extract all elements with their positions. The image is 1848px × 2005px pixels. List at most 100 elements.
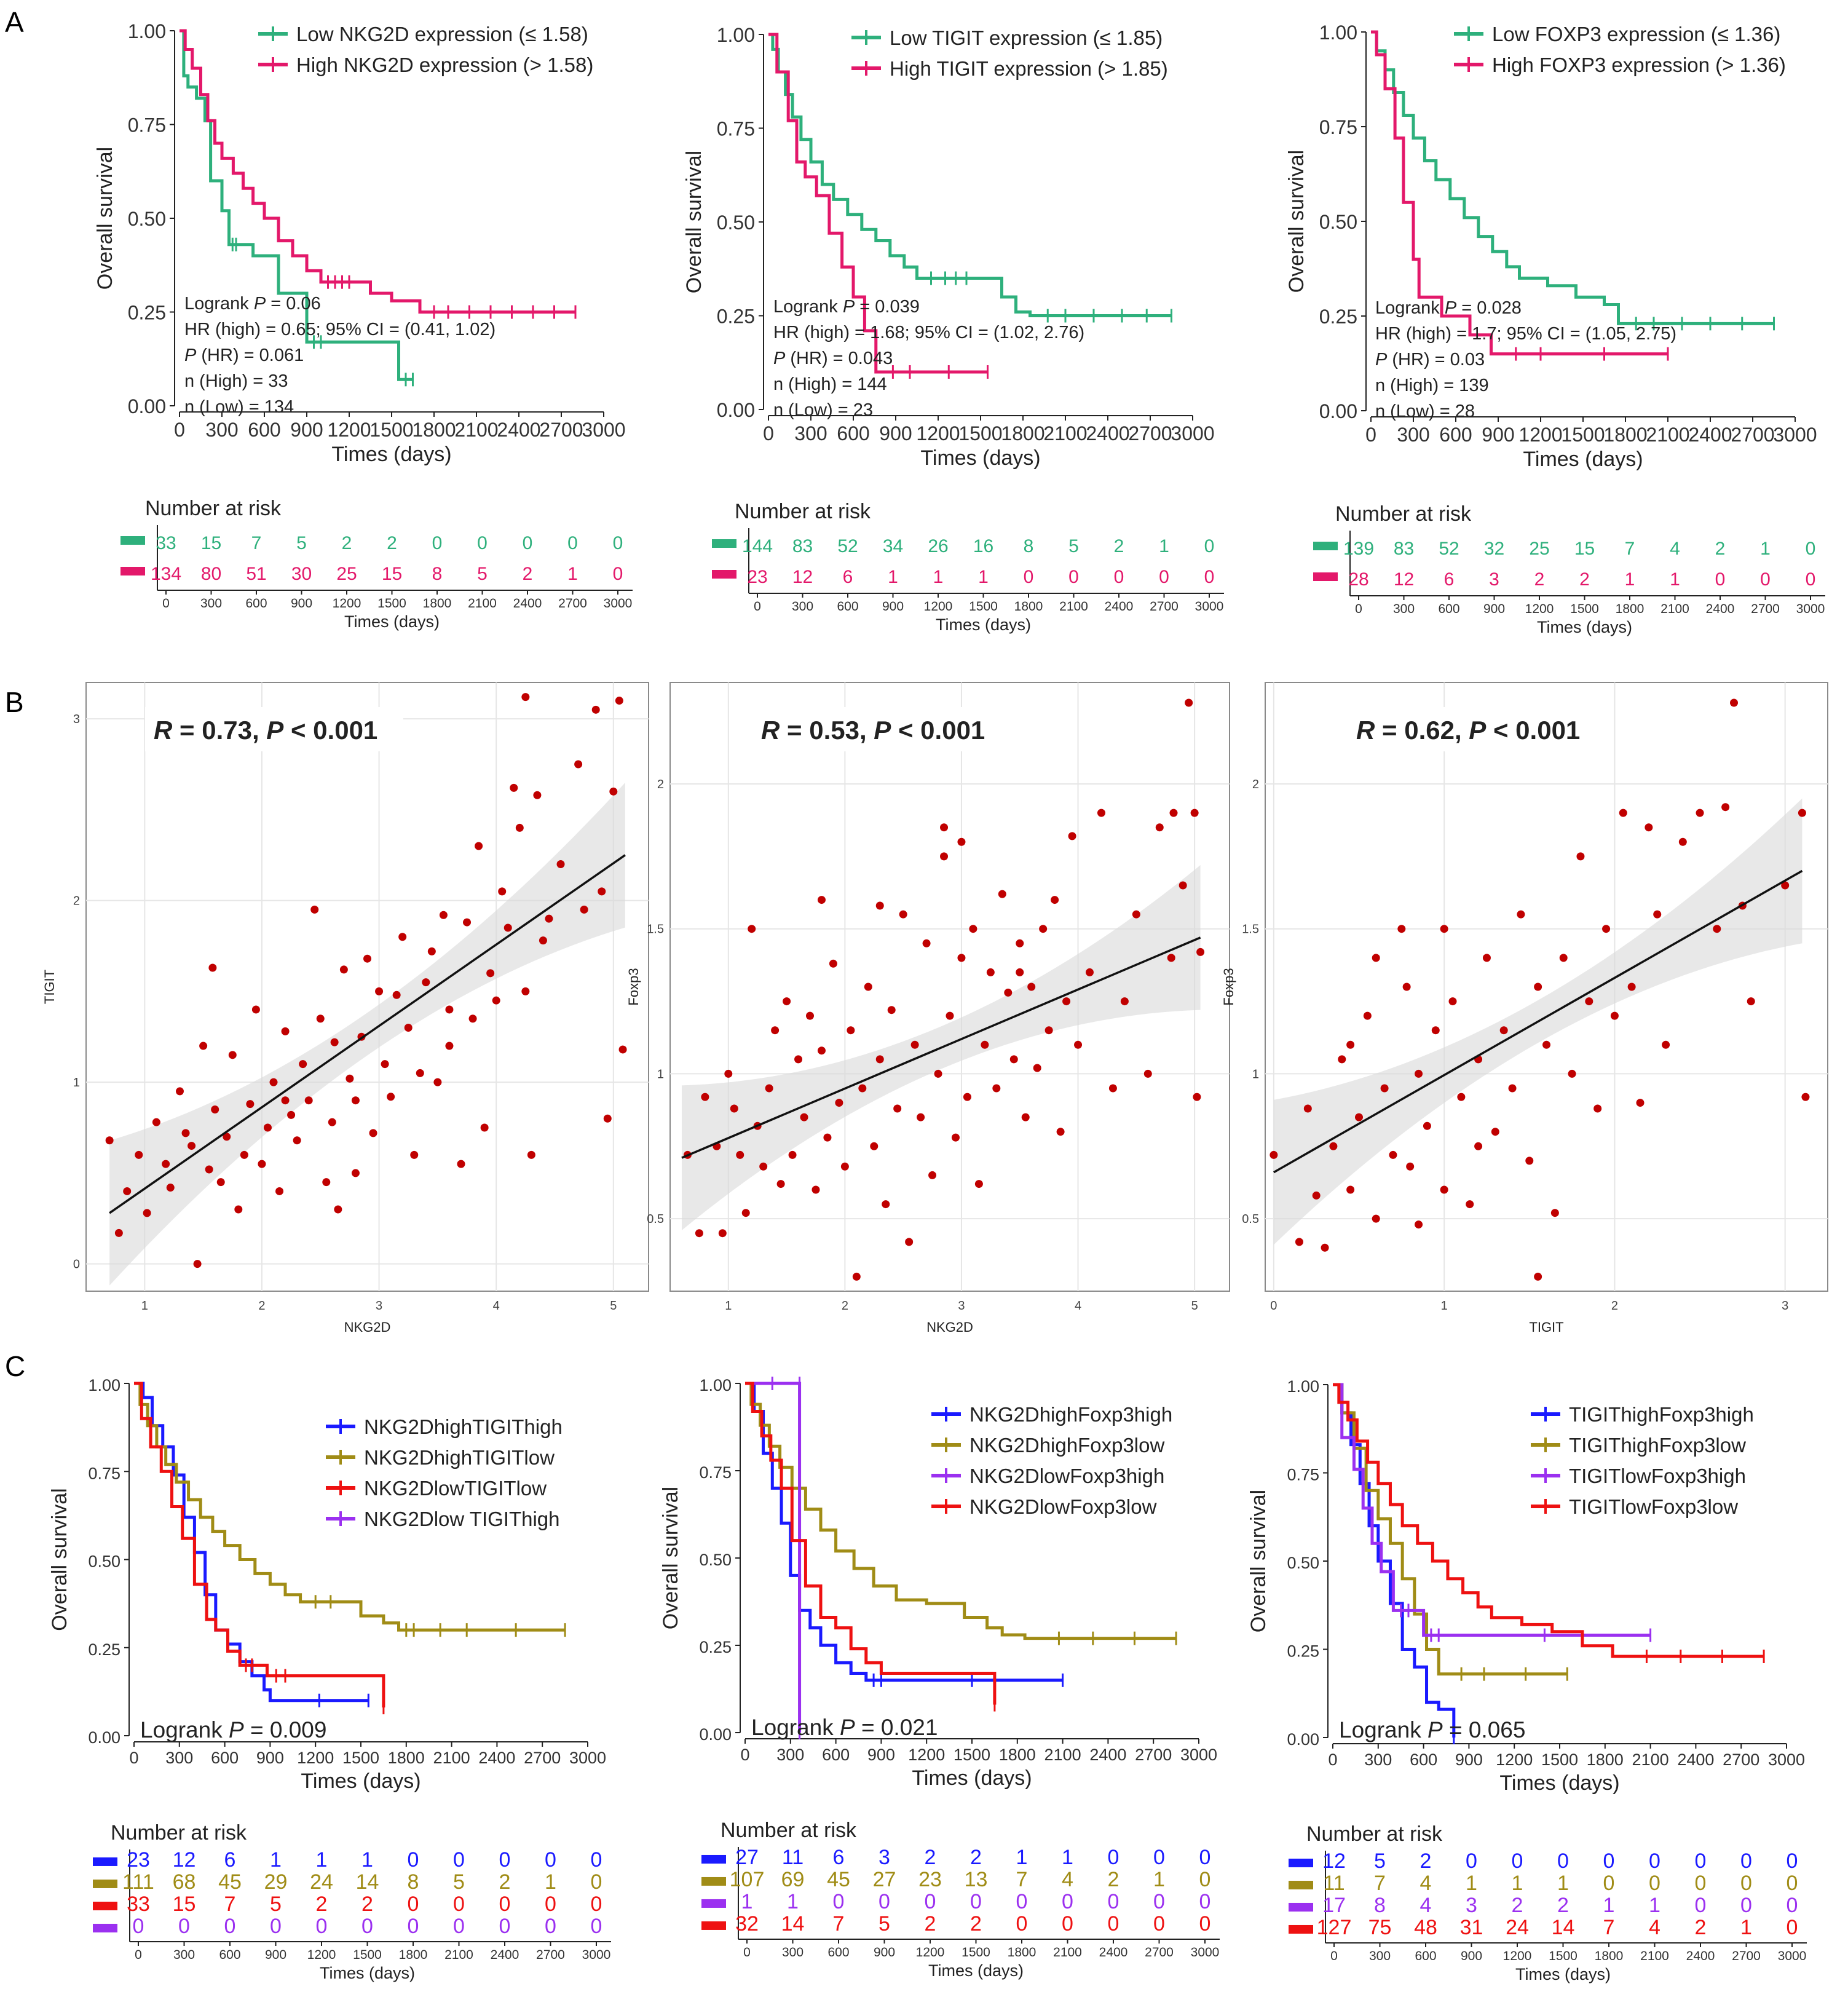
risk-row-swatch bbox=[1289, 1902, 1313, 1912]
data-point bbox=[475, 842, 483, 850]
stat-r-value: = 0.62, bbox=[1375, 716, 1469, 745]
annotation-text: Logrank bbox=[773, 297, 843, 317]
data-point bbox=[162, 1160, 170, 1168]
risk-value: 8 bbox=[1374, 1894, 1386, 1917]
risk-value: 2 bbox=[925, 1846, 936, 1869]
regression-line bbox=[1273, 869, 1803, 1174]
risk-value: 6 bbox=[1444, 569, 1455, 590]
data-point bbox=[199, 1042, 208, 1050]
risk-value: 0 bbox=[833, 1890, 845, 1913]
x-tick-label: 4 bbox=[493, 1299, 500, 1313]
y-axis-label: Overall survival bbox=[1285, 150, 1308, 293]
risk-value: 0 bbox=[613, 533, 623, 553]
risk-x-tick-label: 1800 bbox=[1008, 1945, 1037, 1960]
risk-value: 0 bbox=[453, 1848, 465, 1872]
risk-value: 127 bbox=[1317, 1916, 1352, 1939]
data-point bbox=[1801, 1093, 1810, 1101]
data-point bbox=[783, 997, 791, 1006]
data-point bbox=[1196, 947, 1205, 956]
risk-value: 0 bbox=[545, 1915, 556, 1938]
risk-value: 0 bbox=[1787, 1894, 1798, 1917]
x-tick-label: 2100 bbox=[433, 1749, 470, 1767]
plot-frame bbox=[1265, 682, 1828, 1292]
annotation-text: HR (high) = 1.7; 95% CI = (1.05, 2.75) bbox=[1375, 324, 1676, 344]
km-panel-c3: 0.000.250.500.751.000 300 600 900 1200 1500 18… bbox=[1247, 1377, 1807, 1983]
data-point bbox=[1295, 1238, 1303, 1246]
risk-x-tick-label: 1500 bbox=[353, 1948, 382, 1962]
risk-value: 29 bbox=[264, 1870, 288, 1894]
data-point bbox=[275, 1187, 284, 1195]
risk-value: 0 bbox=[1466, 1849, 1477, 1873]
annotation-line: HR (high) = 1.68; 95% CI = (1.02, 2.76) bbox=[773, 323, 1084, 342]
risk-value: 1 bbox=[316, 1848, 328, 1872]
risk-value: 2 bbox=[970, 1846, 982, 1869]
x-tick-label: 1500 bbox=[1541, 1750, 1578, 1769]
risk-value: 2 bbox=[1114, 536, 1124, 556]
data-point bbox=[1312, 1191, 1321, 1200]
risk-value: 25 bbox=[1529, 539, 1549, 559]
annotation-line: P (HR) = 0.03 bbox=[1375, 350, 1485, 370]
risk-row-swatch bbox=[1289, 1880, 1313, 1889]
risk-x-tick-label: 2700 bbox=[1145, 1945, 1174, 1960]
risk-value: 0 bbox=[133, 1915, 144, 1938]
x-axis-label: TIGIT bbox=[1529, 1319, 1563, 1335]
data-point bbox=[143, 1209, 151, 1217]
data-point bbox=[205, 1165, 213, 1174]
data-point bbox=[776, 1180, 785, 1188]
km-panel-a1: 0.000.250.500.751.000 300 600 900 1200150018… bbox=[93, 20, 633, 631]
y-axis-label: Overall survival bbox=[682, 151, 706, 293]
legend-label: NKG2DhighFoxp3high bbox=[969, 1403, 1172, 1426]
data-point bbox=[515, 823, 524, 832]
x-tick-label: 2 bbox=[842, 1299, 848, 1313]
data-point bbox=[847, 1026, 855, 1035]
risk-value: 0 bbox=[1649, 1872, 1660, 1895]
data-point bbox=[981, 1040, 989, 1049]
risk-value: 4 bbox=[1420, 1894, 1432, 1917]
risk-value: 0 bbox=[591, 1870, 602, 1894]
risk-value: 1 bbox=[888, 567, 898, 587]
x-tick-label: 1 bbox=[1441, 1299, 1448, 1313]
risk-value: 2 bbox=[925, 1912, 936, 1936]
y-tick-label: 0.25 bbox=[1319, 306, 1357, 328]
risk-value: 1 bbox=[567, 564, 578, 584]
annotation-line: n (High) = 33 bbox=[184, 371, 288, 391]
risk-value: 7 bbox=[1625, 539, 1635, 559]
risk-row-swatch bbox=[712, 539, 736, 548]
stat-r-value: = 0.73, bbox=[172, 716, 266, 745]
x-tick-label: 600 bbox=[837, 422, 869, 445]
scatter-panel-b1: 1 2 3 4 5 0 1 2 3 NKG2D TIGIT R = 0.73, P < 0.001 bbox=[42, 682, 649, 1335]
risk-value: 2 bbox=[316, 1892, 328, 1916]
data-point bbox=[1645, 823, 1653, 832]
risk-value: 107 bbox=[730, 1868, 765, 1891]
data-point bbox=[591, 705, 600, 714]
risk-row-swatch bbox=[1289, 1924, 1313, 1934]
x-tick-label: 300 bbox=[1364, 1750, 1392, 1769]
km-panel-a2: 0.000.250.500.751.000 300 600 900 1200150018… bbox=[682, 24, 1224, 634]
risk-x-tick-label: 2400 bbox=[1686, 1949, 1715, 1963]
data-point bbox=[875, 1055, 884, 1064]
panels: 0.000.250.500.751.000 300 600 900 1200150018… bbox=[42, 20, 1828, 1983]
data-point bbox=[1303, 1104, 1312, 1113]
survival-curve-3 bbox=[745, 1382, 997, 1705]
data-point bbox=[521, 987, 530, 995]
risk-value: 33 bbox=[156, 533, 176, 553]
data-point bbox=[765, 1084, 773, 1093]
data-point bbox=[1355, 1113, 1363, 1121]
risk-value: 45 bbox=[218, 1870, 242, 1894]
x-axis-label: Times (days) bbox=[912, 1766, 1032, 1790]
risk-value: 0 bbox=[1787, 1849, 1798, 1873]
legend-label: High TIGIT expression (> 1.85) bbox=[890, 57, 1168, 80]
data-point bbox=[1389, 1150, 1397, 1159]
risk-value: 2 bbox=[1420, 1849, 1432, 1873]
risk-row-swatch bbox=[93, 1923, 117, 1932]
risk-value: 7 bbox=[1374, 1872, 1386, 1895]
annotation-italic: P bbox=[254, 294, 266, 314]
risk-x-tick-label: 2100 bbox=[1053, 1945, 1082, 1960]
risk-value: 25 bbox=[336, 564, 357, 584]
legend-label: NKG2Dlow TIGIThigh bbox=[364, 1508, 560, 1530]
data-point bbox=[998, 890, 1006, 898]
x-tick-label: 2700 bbox=[1731, 424, 1774, 446]
x-tick-label: 1 bbox=[725, 1299, 732, 1313]
x-tick-label: 1500 bbox=[1561, 424, 1605, 446]
risk-value: 5 bbox=[477, 564, 488, 584]
